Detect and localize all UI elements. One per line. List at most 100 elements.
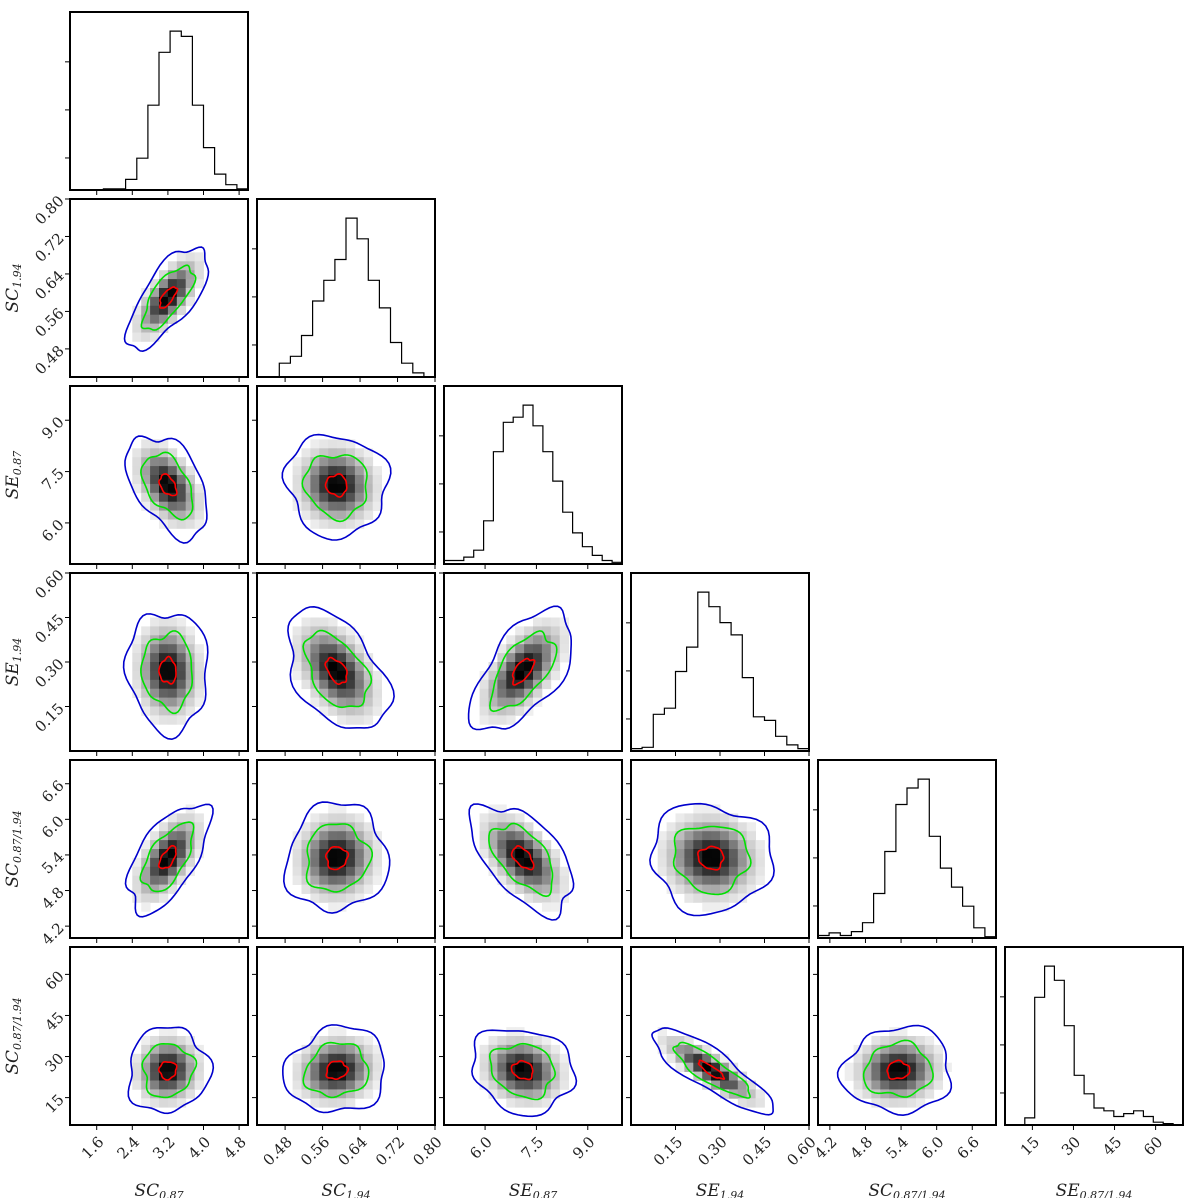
density-cell <box>693 1053 703 1064</box>
density-cell <box>159 305 169 316</box>
density-cell <box>132 884 142 894</box>
density-cell <box>506 831 516 841</box>
density-cell <box>363 501 374 511</box>
density-cell <box>728 1080 739 1090</box>
density-cell <box>907 1044 917 1055</box>
density-cell <box>194 653 204 663</box>
density-cell <box>354 644 365 654</box>
x-tick-label: 6.0 <box>918 1133 948 1163</box>
density-cell <box>915 1062 926 1072</box>
density-cell <box>337 857 347 868</box>
density-cell <box>301 670 311 681</box>
density-cell <box>150 483 160 494</box>
density-cell <box>488 857 498 868</box>
density-cell <box>337 849 347 859</box>
y-tick-label: 4.2 <box>38 919 68 949</box>
y-tick-label: 60 <box>41 967 67 993</box>
density-cell <box>150 1053 160 1064</box>
density-cell <box>292 670 302 681</box>
density-cell <box>666 866 676 877</box>
density-cell <box>319 483 329 494</box>
density-cell <box>524 626 534 636</box>
density-cell <box>666 1044 676 1055</box>
density-cell <box>497 706 507 716</box>
density-cell <box>346 483 356 494</box>
density-cell <box>185 822 195 832</box>
density-cell <box>737 1080 748 1090</box>
density-cell <box>150 884 160 894</box>
density-cell <box>159 715 169 725</box>
density-cell <box>372 483 382 494</box>
density-cell <box>363 483 374 494</box>
density-cell <box>159 866 169 877</box>
density-cell <box>541 626 552 636</box>
density-cell <box>337 1080 347 1090</box>
density-cell <box>194 840 204 850</box>
density-cell <box>533 866 543 877</box>
density-cell <box>372 501 382 511</box>
density-cell <box>550 884 561 894</box>
density-cell <box>292 653 302 663</box>
density-cell <box>159 270 169 280</box>
density-cell <box>159 1098 169 1108</box>
density-cell <box>292 662 302 672</box>
density-cell <box>292 857 302 868</box>
density-cell <box>328 804 338 814</box>
density-cell <box>702 1053 712 1064</box>
density-cell <box>559 644 569 654</box>
density-cell <box>524 653 534 663</box>
density-cell <box>533 1044 543 1055</box>
density-cell <box>319 501 329 511</box>
density-cell <box>176 501 187 511</box>
density-cell <box>167 1036 178 1046</box>
density-cell <box>310 1098 320 1108</box>
density-cell <box>346 670 356 681</box>
density-cell <box>871 1089 881 1099</box>
density-cell <box>497 670 507 681</box>
y-tick-label: 9.0 <box>38 413 68 443</box>
density-cell <box>346 492 356 503</box>
density-cell <box>524 840 534 850</box>
density-cell <box>167 1062 178 1072</box>
density-cell <box>862 1044 872 1055</box>
density-cell <box>167 617 178 627</box>
density-cell <box>176 457 187 467</box>
density-cell <box>907 1036 917 1046</box>
density-cell <box>684 813 694 823</box>
density-cell <box>194 501 204 511</box>
density-cell <box>194 697 204 707</box>
density-cell <box>194 688 204 698</box>
density-cell <box>479 831 489 841</box>
density-cell <box>194 849 204 859</box>
density-cell <box>319 688 329 698</box>
density-cell <box>292 466 302 476</box>
density-cell <box>711 902 721 912</box>
density-cell <box>185 296 195 307</box>
density-cell <box>907 1098 917 1108</box>
density-cell <box>328 670 338 681</box>
x-axis-label-SE087: SE0.87 <box>509 1181 558 1198</box>
panel-SC087_194-vs-SE194 <box>626 759 810 943</box>
density-cell <box>167 1089 178 1099</box>
y-tick-label: 7.5 <box>38 465 68 495</box>
density-cell <box>506 662 516 672</box>
density-cell <box>515 1089 525 1099</box>
density-cell <box>141 653 151 663</box>
density-cell <box>301 1071 311 1081</box>
density-cell <box>889 1044 899 1055</box>
density-cell <box>159 288 169 298</box>
density-cell <box>310 831 320 841</box>
density-cell <box>194 510 204 520</box>
density-cell <box>755 875 765 885</box>
density-cell <box>372 706 382 716</box>
histogram-SE194 <box>630 591 810 751</box>
density-cell <box>657 831 667 841</box>
y-tick-label: 45 <box>41 1008 67 1034</box>
density-cell <box>150 475 160 485</box>
density-cell <box>150 875 160 885</box>
density-cell <box>853 1089 863 1099</box>
density-cell <box>310 875 320 885</box>
density-cell <box>328 475 338 485</box>
density-cell <box>702 804 712 814</box>
density-cell <box>907 1089 917 1099</box>
